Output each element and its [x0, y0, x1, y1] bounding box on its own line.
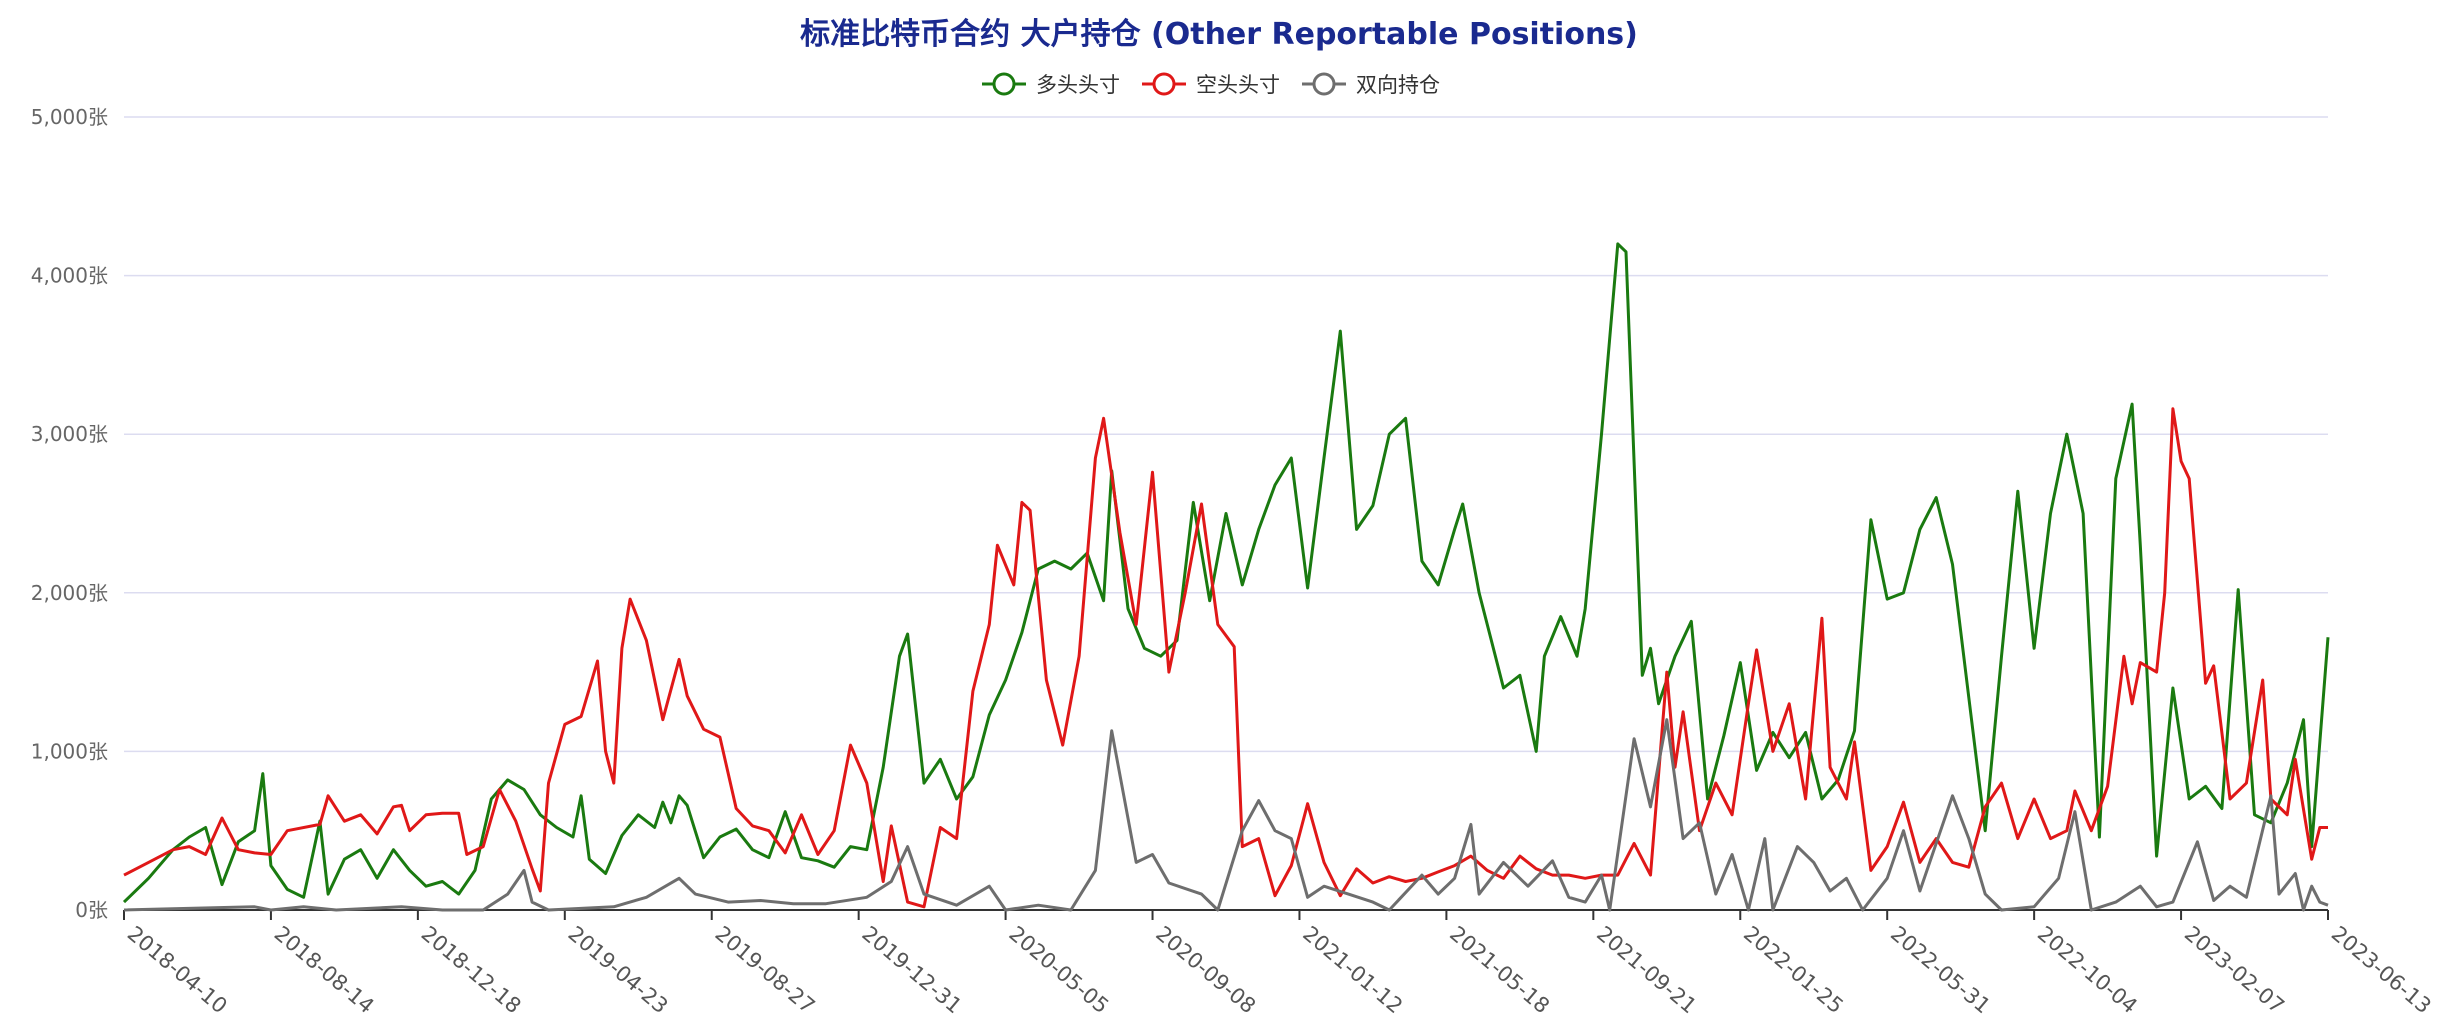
y-tick-label: 4,000张	[31, 264, 108, 288]
grid	[124, 116, 2328, 753]
x-tick-label: 2023-02-07	[2180, 921, 2289, 1017]
x-tick-label: 2019-12-31	[857, 921, 966, 1017]
series-line-2	[123, 407, 2328, 909]
series-line-3	[123, 718, 2329, 912]
y-tick-label: 2,000张	[31, 581, 108, 605]
legend-marker-icon	[1312, 72, 1336, 96]
legend-item[interactable]: 空头头寸	[1142, 72, 1280, 97]
x-tick-label: 2022-01-25	[1739, 921, 1848, 1017]
x-tick-label: 2021-01-12	[1298, 921, 1407, 1017]
legend-label: 多头头寸	[1036, 73, 1120, 97]
x-tick-label: 2021-09-21	[1592, 921, 1701, 1017]
x-tick-label: 2018-04-10	[123, 921, 232, 1017]
legend: 多头头寸 空头头寸 双向持仓	[982, 72, 1440, 97]
x-tick-label: 2020-05-05	[1004, 921, 1113, 1017]
series-line-1	[122, 242, 2330, 904]
x-tick-label: 2022-05-31	[1886, 921, 1995, 1017]
legend-label: 空头头寸	[1196, 73, 1280, 97]
x-tick-label: 2019-04-23	[564, 921, 673, 1017]
legend-marker-icon	[992, 72, 1016, 96]
y-axis: 0张 1,000张 2,000张 3,000张 4,000张 5,000张	[31, 105, 108, 922]
x-tick-label: 2018-08-14	[270, 921, 379, 1017]
y-tick-label: 0张	[75, 898, 108, 922]
chart-title: 标准比特币合约 大户持仓 (Other Reportable Positions…	[800, 17, 1638, 52]
y-tick-label: 5,000张	[31, 105, 108, 129]
y-tick-label: 1,000张	[31, 739, 108, 763]
legend-item[interactable]: 多头头寸	[982, 72, 1120, 97]
x-tick-label: 2020-09-08	[1151, 921, 1260, 1017]
series-layer	[122, 242, 2330, 912]
x-tick-label: 2023-06-13	[2327, 921, 2436, 1017]
legend-item[interactable]: 双向持仓	[1302, 72, 1440, 97]
y-tick-label: 3,000张	[31, 422, 108, 446]
x-tick-label: 2018-12-18	[417, 921, 526, 1017]
x-tick-label: 2019-08-27	[711, 921, 820, 1017]
legend-label: 双向持仓	[1356, 73, 1440, 97]
x-axis: 2018-04-10 2018-08-14 2018-12-18 2019-04-23…	[123, 909, 2436, 1017]
x-tick-label: 2021-05-18	[1445, 921, 1554, 1017]
legend-marker-icon	[1152, 72, 1176, 96]
x-tick-label: 2022-10-04	[2033, 921, 2142, 1017]
